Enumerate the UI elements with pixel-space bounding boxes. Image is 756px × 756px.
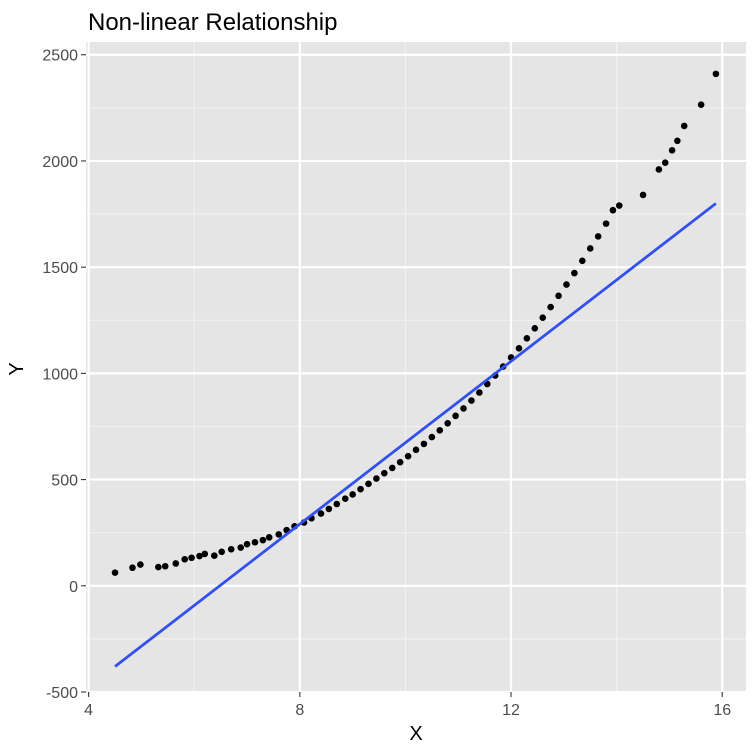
data-point: [227, 545, 235, 553]
data-point: [539, 314, 547, 322]
data-point: [476, 389, 483, 396]
y-tick-label: 1000: [42, 366, 78, 383]
data-point: [201, 550, 209, 558]
data-point: [615, 202, 623, 209]
data-point: [251, 538, 259, 546]
data-point: [188, 554, 195, 562]
y-tick-label: 2000: [42, 154, 78, 171]
y-tick-label: 500: [51, 473, 78, 490]
data-point: [211, 552, 218, 559]
data-point: [579, 257, 586, 265]
tick-labels: 4 8 12 16 -500 0 500 1000 1500 2000 2500: [42, 48, 731, 719]
data-point: [111, 569, 119, 576]
grid-lines: [86, 42, 746, 694]
data-point: [420, 440, 428, 448]
x-tick-label: 16: [713, 702, 731, 719]
y-tick-label: 1500: [42, 260, 78, 277]
data-point: [609, 206, 617, 214]
x-tick-label: 12: [502, 702, 520, 719]
data-point: [259, 536, 267, 544]
data-point: [468, 397, 475, 404]
data-point: [436, 427, 444, 434]
data-point: [563, 281, 570, 288]
data-point: [341, 495, 349, 502]
data-point: [428, 433, 436, 441]
data-point: [161, 562, 169, 570]
data-point: [661, 159, 669, 166]
data-point: [181, 555, 189, 563]
data-point: [396, 458, 404, 466]
x-tick-label: 4: [84, 702, 93, 719]
data-point: [381, 469, 388, 477]
data-point: [523, 335, 531, 342]
data-point: [531, 325, 539, 332]
data-point: [218, 548, 225, 556]
data-point: [243, 540, 251, 548]
data-point: [317, 510, 325, 517]
data-point: [129, 564, 136, 572]
y-tick-label: 0: [69, 579, 78, 596]
data-point: [196, 552, 203, 560]
data-marks: [111, 70, 720, 668]
data-point: [265, 534, 273, 541]
data-point: [333, 500, 341, 508]
fit-line: [114, 202, 717, 668]
data-point: [655, 166, 663, 173]
data-point: [639, 191, 647, 199]
y-axis-title: Y: [6, 362, 28, 375]
data-point: [547, 303, 554, 311]
data-point: [137, 561, 144, 568]
x-tick-label: 8: [295, 702, 304, 719]
data-point: [460, 405, 467, 412]
data-point: [325, 505, 333, 513]
data-point: [602, 220, 610, 227]
data-point: [444, 419, 451, 427]
data-point: [275, 531, 283, 538]
data-point: [357, 485, 364, 493]
data-point: [452, 412, 459, 420]
data-point: [674, 137, 681, 145]
data-point: [365, 480, 372, 488]
data-point: [697, 101, 705, 108]
data-point: [668, 147, 676, 154]
data-point: [404, 452, 412, 460]
data-point: [712, 70, 720, 78]
data-point: [594, 233, 602, 240]
data-point: [680, 122, 688, 130]
data-point: [586, 245, 594, 252]
chart-title: Non-linear Relationship: [88, 9, 337, 36]
data-point: [412, 446, 420, 454]
y-tick-label: 2500: [42, 48, 78, 65]
x-axis-title: X: [409, 723, 422, 745]
data-point: [571, 269, 578, 277]
data-point: [555, 292, 562, 300]
data-point: [515, 345, 523, 352]
data-point: [349, 491, 356, 498]
plot-panel: [86, 42, 746, 692]
data-point: [172, 560, 180, 567]
data-point: [237, 544, 245, 551]
data-point: [388, 464, 396, 472]
axis-ticks: [81, 54, 723, 697]
data-point: [155, 563, 162, 571]
data-point: [373, 475, 380, 482]
y-tick-label: -500: [46, 685, 78, 702]
